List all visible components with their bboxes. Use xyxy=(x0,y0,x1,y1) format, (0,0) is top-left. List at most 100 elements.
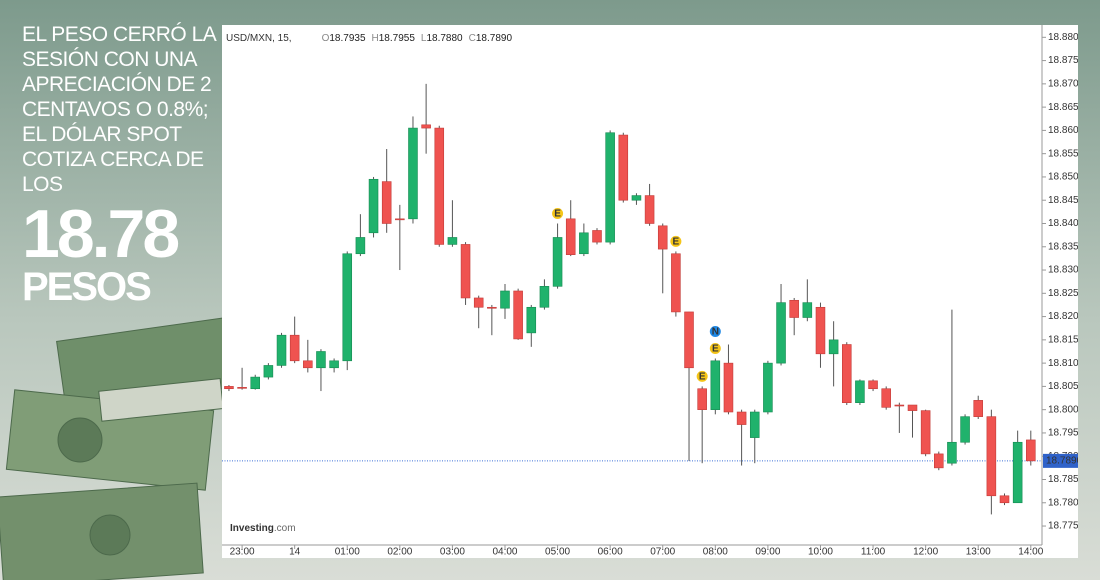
x-tick-label: 13:00 xyxy=(966,547,991,558)
x-tick-label: 14:00 xyxy=(1018,547,1043,558)
y-tick-label: 18.7750 xyxy=(1048,521,1078,532)
candle-body xyxy=(539,286,550,308)
candle-body xyxy=(697,388,707,410)
candle-body xyxy=(1012,441,1023,504)
candle-body xyxy=(789,299,799,318)
band xyxy=(98,378,222,422)
candle-body xyxy=(868,380,878,390)
y-tick-label: 18.8700 xyxy=(1048,78,1078,89)
y-tick-label: 18.8650 xyxy=(1048,102,1078,113)
event-label: E xyxy=(712,344,719,355)
x-tick-label: 09:00 xyxy=(755,547,780,558)
candle-body xyxy=(618,134,629,201)
y-tick-label: 18.7950 xyxy=(1048,428,1078,439)
candle-body xyxy=(723,362,734,413)
x-tick-label: 02:00 xyxy=(387,547,412,558)
candle-body xyxy=(749,411,760,438)
candle-body xyxy=(684,311,694,369)
x-tick-label: 06:00 xyxy=(598,547,623,558)
ohlc-value: 18.7880 xyxy=(426,33,463,44)
candle-body xyxy=(500,290,510,309)
x-tick-label: 11:00 xyxy=(861,547,886,558)
candle-body xyxy=(855,380,865,403)
y-tick-label: 18.8000 xyxy=(1048,404,1078,415)
event-marker xyxy=(708,324,722,338)
y-tick-label: 18.7850 xyxy=(1048,474,1078,485)
candle-body xyxy=(263,365,274,378)
candle-body xyxy=(552,237,563,287)
candle-body xyxy=(487,306,497,309)
candle-body xyxy=(526,306,537,334)
y-tick-label: 18.8200 xyxy=(1048,311,1078,322)
candle-body xyxy=(815,306,826,355)
y-tick-label: 18.8250 xyxy=(1048,288,1078,299)
candle-body xyxy=(447,237,458,245)
candle-body xyxy=(986,416,997,497)
event-label: N xyxy=(712,327,719,338)
candle-body xyxy=(276,334,287,366)
candle-body xyxy=(434,127,445,245)
candle-body xyxy=(657,225,668,250)
last-price-label: 18.7890 xyxy=(1046,456,1078,467)
x-tick-label: 07:00 xyxy=(650,547,675,558)
portrait xyxy=(89,514,131,556)
candle-body xyxy=(237,387,247,389)
y-tick-label: 18.8800 xyxy=(1048,32,1078,43)
candle-body xyxy=(920,410,931,455)
candle-body xyxy=(644,195,655,224)
candle-body xyxy=(342,253,353,362)
candle-body xyxy=(710,360,721,410)
candle-body xyxy=(894,404,905,407)
candle-body xyxy=(605,132,615,243)
candle-body xyxy=(960,416,970,443)
y-tick-label: 18.8500 xyxy=(1048,172,1078,183)
candle-body xyxy=(881,388,891,408)
ohlc-value: 18.7955 xyxy=(379,33,416,44)
event-label: E xyxy=(554,209,561,220)
candle-body xyxy=(316,351,326,369)
y-tick-label: 18.8050 xyxy=(1048,381,1078,392)
chart: USD/MXN, 15, O18.7935 H18.7955 L18.7880 C18.… xyxy=(222,25,1078,558)
candle-body xyxy=(460,244,471,299)
y-tick-label: 18.8750 xyxy=(1048,55,1078,66)
y-tick-label: 18.8450 xyxy=(1048,195,1078,206)
candle-body xyxy=(408,127,418,220)
candle-body xyxy=(381,181,392,224)
x-tick-label: 01:00 xyxy=(335,547,360,558)
event-marker xyxy=(695,369,709,383)
ohlc-key: O xyxy=(322,33,330,44)
candle-body xyxy=(776,302,786,364)
logo-name: Investing xyxy=(230,523,274,534)
logo-suffix: .com xyxy=(274,523,296,534)
candle-body xyxy=(329,360,339,369)
y-tick-label: 18.8100 xyxy=(1048,358,1078,369)
candle-body xyxy=(841,344,852,403)
x-tick-label: 05:00 xyxy=(545,547,570,558)
candle-body xyxy=(671,253,681,313)
candle-body xyxy=(579,232,589,255)
candle-body xyxy=(421,124,431,129)
x-tick-label: 10:00 xyxy=(808,547,833,558)
chart-background xyxy=(222,25,1078,558)
candle-body xyxy=(250,376,261,390)
headline: EL PESO CERRÓ LA SESIÓN CON UNA APRECIAC… xyxy=(22,23,216,196)
ohlc-key: C xyxy=(469,33,476,44)
event-label: E xyxy=(699,372,706,383)
y-tick-label: 18.7800 xyxy=(1048,497,1078,508)
candle-body xyxy=(999,495,1010,504)
candle-body xyxy=(973,400,983,417)
x-tick-label: 12:00 xyxy=(913,547,938,558)
candle-body xyxy=(802,302,813,318)
price-unit: PESOS xyxy=(22,265,152,309)
ohlc-value: 18.7890 xyxy=(476,33,513,44)
candle-body xyxy=(934,453,944,469)
candle-body xyxy=(947,441,957,464)
candle-body xyxy=(289,334,300,362)
y-tick-label: 18.8550 xyxy=(1048,148,1078,159)
x-tick-label: 08:00 xyxy=(703,547,728,558)
symbol: USD/MXN, 15, xyxy=(226,33,292,44)
candle-body xyxy=(592,230,602,243)
event-marker xyxy=(708,341,722,355)
candle-body xyxy=(736,411,747,425)
candle-body xyxy=(1026,439,1036,462)
